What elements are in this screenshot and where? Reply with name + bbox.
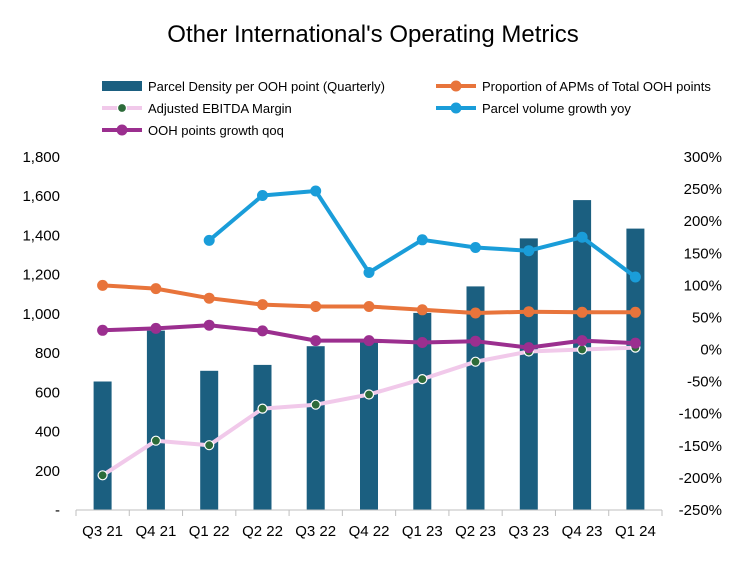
- x-tick-label-1: Q3 21: [82, 523, 123, 540]
- left-tick-label-7: 1,400: [22, 227, 60, 244]
- left-tick-label-5: 1,000: [22, 306, 60, 323]
- right-tick-label-0: -250%: [679, 502, 722, 519]
- point-adjusted-ebitda-margin-3: [204, 440, 215, 451]
- x-tick-label-6: Q4 22: [349, 523, 390, 540]
- right-tick-label-3: -100%: [679, 406, 722, 423]
- bar-parcel-density-11: [626, 228, 645, 510]
- bar-parcel-density-7: [413, 312, 432, 510]
- bar-parcel-density-8: [466, 286, 485, 510]
- bar-parcel-density-2: [146, 330, 165, 510]
- point-adjusted-ebitda-margin-8: [470, 356, 481, 367]
- legend-swatch-marker-proportion-of-apms-of-total-ooh-points: [450, 80, 462, 92]
- point-ooh-points-growth-qoq-11: [629, 337, 641, 349]
- point-ooh-points-growth-qoq-10: [576, 335, 588, 347]
- x-tick-label-5: Q3 22: [295, 523, 336, 540]
- point-proportion-of-apms-of-total-ooh-points-6: [363, 301, 375, 312]
- x-tick-label-9: Q3 23: [508, 523, 549, 540]
- x-tick-label-11: Q1 24: [615, 523, 656, 540]
- point-parcel-volume-growth-yoy-3: [203, 234, 215, 246]
- legend-label-adjusted-ebitda-margin: Adjusted EBITDA Margin: [148, 101, 292, 116]
- right-tick-label-6: 50%: [692, 310, 722, 327]
- legend-label-ooh-points-growth-qoq: OOH points growth qoq: [148, 123, 284, 138]
- right-tick-label-11: 300%: [684, 149, 722, 166]
- x-tick-label-4: Q2 22: [242, 523, 283, 540]
- right-tick-label-1: -200%: [679, 470, 722, 487]
- point-parcel-volume-growth-yoy-4: [257, 190, 268, 201]
- point-parcel-volume-growth-yoy-6: [363, 267, 375, 278]
- legend-swatch-marker-adjusted-ebitda-margin: [116, 102, 128, 114]
- left-tick-label-6: 1,200: [22, 267, 60, 284]
- point-ooh-points-growth-qoq-5: [310, 335, 322, 347]
- point-ooh-points-growth-qoq-8: [470, 335, 481, 347]
- point-ooh-points-growth-qoq-9: [523, 342, 535, 354]
- point-proportion-of-apms-of-total-ooh-points-10: [576, 306, 588, 318]
- x-tick-label-7: Q1 23: [402, 523, 443, 540]
- legend-label-parcel-density-per-ooh-point-quarterly: Parcel Density per OOH point (Quarterly): [148, 79, 385, 94]
- point-proportion-of-apms-of-total-ooh-points-8: [470, 307, 481, 319]
- point-adjusted-ebitda-margin-2: [150, 435, 161, 446]
- point-proportion-of-apms-of-total-ooh-points-9: [523, 306, 535, 318]
- point-adjusted-ebitda-margin-4: [257, 403, 268, 414]
- point-parcel-volume-growth-yoy-5: [310, 185, 322, 197]
- bar-parcel-density-5: [306, 346, 325, 510]
- left-tick-label-3: 600: [35, 384, 60, 401]
- x-tick-label-2: Q4 21: [135, 523, 176, 540]
- right-tick-label-5: 0%: [700, 342, 722, 359]
- point-adjusted-ebitda-margin-10: [576, 344, 588, 355]
- legend-swatch-marker-ooh-points-growth-qoq: [116, 124, 128, 136]
- left-tick-label-4: 800: [35, 345, 60, 362]
- point-ooh-points-growth-qoq-6: [363, 335, 375, 347]
- line-parcel-volume-growth-yoy: [207, 189, 638, 279]
- right-tick-label-9: 200%: [684, 213, 722, 230]
- right-tick-label-8: 150%: [684, 245, 722, 262]
- left-tick-label-2: 400: [35, 424, 60, 441]
- point-adjusted-ebitda-margin-1: [97, 470, 108, 481]
- right-tick-label-2: -150%: [679, 438, 722, 455]
- x-tick-label-3: Q1 22: [189, 523, 230, 540]
- legend-label-proportion-of-apms-of-total-ooh-points: Proportion of APMs of Total OOH points: [482, 79, 711, 94]
- bar-parcel-density-10: [573, 200, 592, 510]
- point-proportion-of-apms-of-total-ooh-points-3: [203, 292, 215, 304]
- bar-parcel-density-1: [93, 381, 112, 510]
- x-tick-label-10: Q4 23: [562, 523, 603, 540]
- right-tick-label-4: -50%: [687, 374, 722, 391]
- point-proportion-of-apms-of-total-ooh-points-1: [97, 279, 109, 291]
- x-tick-label-8: Q2 23: [455, 523, 496, 540]
- point-proportion-of-apms-of-total-ooh-points-2: [150, 283, 162, 295]
- point-adjusted-ebitda-margin-5: [310, 399, 321, 410]
- point-parcel-volume-growth-yoy-11: [629, 271, 641, 283]
- legend-swatch-parcel-density-per-ooh-point-quarterly: [102, 81, 142, 91]
- point-ooh-points-growth-qoq-2: [150, 322, 162, 334]
- point-proportion-of-apms-of-total-ooh-points-11: [629, 306, 641, 318]
- point-adjusted-ebitda-margin-7: [417, 374, 428, 385]
- point-ooh-points-growth-qoq-3: [203, 319, 215, 331]
- point-parcel-volume-growth-yoy-9: [523, 245, 535, 257]
- left-tick-label-9: 1,800: [22, 149, 60, 166]
- left-tick-label-1: 200: [35, 463, 60, 480]
- left-tick-label-8: 1,600: [22, 188, 60, 205]
- legend-label-parcel-volume-growth-yoy: Parcel volume growth yoy: [482, 101, 631, 116]
- chart-title: Other International's Operating Metrics: [167, 21, 578, 48]
- point-ooh-points-growth-qoq-4: [257, 325, 268, 337]
- point-proportion-of-apms-of-total-ooh-points-5: [310, 301, 322, 312]
- left-tick-label-0: -: [55, 502, 60, 519]
- bar-parcel-density-9: [519, 238, 538, 510]
- right-tick-label-10: 250%: [684, 181, 722, 198]
- legend-swatch-marker-parcel-volume-growth-yoy: [450, 102, 462, 114]
- point-adjusted-ebitda-margin-6: [363, 389, 375, 400]
- point-parcel-volume-growth-yoy-8: [470, 242, 481, 253]
- point-ooh-points-growth-qoq-7: [416, 337, 428, 348]
- point-proportion-of-apms-of-total-ooh-points-7: [416, 304, 428, 316]
- bar-parcel-density-6: [360, 339, 378, 510]
- right-tick-label-7: 100%: [684, 277, 722, 294]
- point-parcel-volume-growth-yoy-7: [416, 234, 428, 246]
- point-parcel-volume-growth-yoy-10: [576, 231, 588, 243]
- point-proportion-of-apms-of-total-ooh-points-4: [257, 299, 268, 311]
- bar-parcel-density-4: [253, 364, 272, 510]
- point-ooh-points-growth-qoq-1: [97, 324, 109, 336]
